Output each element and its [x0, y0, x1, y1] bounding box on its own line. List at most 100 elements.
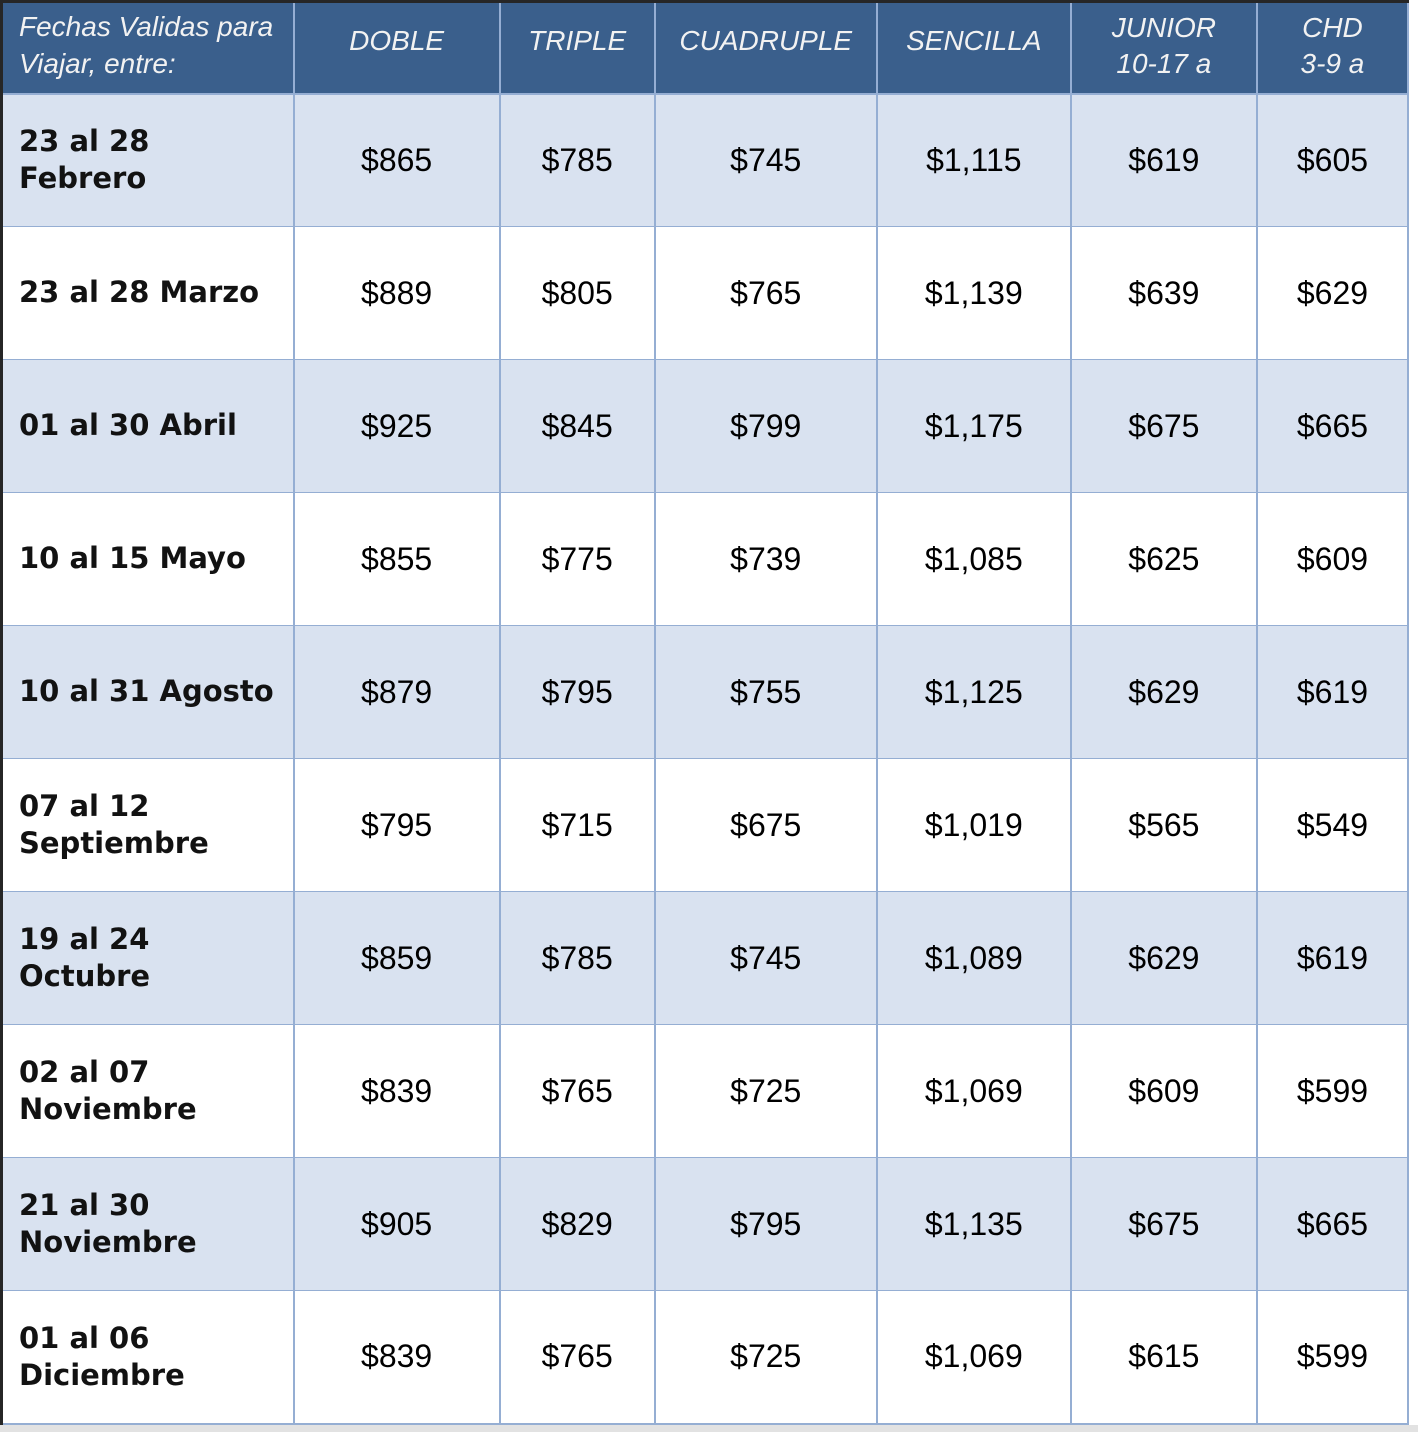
date-range-cell: 23 al 28 Febrero [1, 93, 295, 227]
price-table-body: 23 al 28 Febrero $865 $785 $745 $1,115 $… [1, 93, 1410, 1425]
header-label-triple: TRIPLE [528, 25, 627, 56]
table-row: 01 al 30 Abril $925 $845 $799 $1,175 $67… [1, 359, 1410, 493]
header-label-chd: CHD [1302, 12, 1363, 43]
price-cell-doble: $879 [292, 625, 501, 759]
table-row: 23 al 28 Marzo $889 $805 $765 $1,139 $63… [1, 226, 1410, 360]
price-cell-doble: $865 [292, 93, 501, 227]
date-range-cell: 01 al 06 Diciembre [1, 1290, 295, 1425]
price-cell-cuadruple: $725 [653, 1024, 878, 1158]
price-cell-triple: $785 [498, 93, 656, 227]
price-cell-doble: $839 [292, 1290, 501, 1425]
price-cell-sencilla: $1,135 [875, 1157, 1072, 1291]
price-cell-junior: $629 [1069, 891, 1258, 1025]
header-row: Fechas Validas para Viajar, entre: DOBLE… [1, 1, 1410, 95]
price-cell-sencilla: $1,019 [875, 758, 1072, 892]
price-cell-chd: $665 [1255, 359, 1410, 493]
price-cell-sencilla: $1,069 [875, 1290, 1072, 1425]
price-cell-junior: $615 [1069, 1290, 1258, 1425]
price-cell-junior: $565 [1069, 758, 1258, 892]
header-col-doble: DOBLE [292, 1, 501, 95]
price-cell-cuadruple: $765 [653, 226, 878, 360]
price-cell-cuadruple: $795 [653, 1157, 878, 1291]
price-cell-doble: $925 [292, 359, 501, 493]
price-cell-junior: $609 [1069, 1024, 1258, 1158]
price-cell-chd: $619 [1255, 891, 1410, 1025]
price-cell-cuadruple: $675 [653, 758, 878, 892]
price-cell-cuadruple: $799 [653, 359, 878, 493]
date-range-cell: 10 al 15 Mayo [1, 492, 295, 626]
price-cell-triple: $775 [498, 492, 656, 626]
price-cell-chd: $609 [1255, 492, 1410, 626]
price-cell-chd: $549 [1255, 758, 1410, 892]
header-label-cuadruple: CUADRUPLE [679, 25, 853, 56]
price-cell-cuadruple: $725 [653, 1290, 878, 1425]
table-row: 10 al 31 Agosto $879 $795 $755 $1,125 $6… [1, 625, 1410, 759]
price-cell-sencilla: $1,139 [875, 226, 1072, 360]
date-range-cell: 19 al 24 Octubre [1, 891, 295, 1025]
price-cell-sencilla: $1,069 [875, 1024, 1072, 1158]
price-cell-doble: $859 [292, 891, 501, 1025]
price-cell-triple: $805 [498, 226, 656, 360]
price-cell-chd: $599 [1255, 1024, 1410, 1158]
price-cell-sencilla: $1,125 [875, 625, 1072, 759]
price-cell-sencilla: $1,089 [875, 891, 1072, 1025]
price-cell-doble: $889 [292, 226, 501, 360]
price-cell-junior: $675 [1069, 359, 1258, 493]
price-cell-triple: $715 [498, 758, 656, 892]
price-cell-sencilla: $1,085 [875, 492, 1072, 626]
price-cell-junior: $619 [1069, 93, 1258, 227]
header-label-sencilla: SENCILLA [906, 25, 1042, 56]
table-row: 02 al 07 Noviembre $839 $765 $725 $1,069… [1, 1024, 1410, 1158]
price-cell-sencilla: $1,175 [875, 359, 1072, 493]
price-cell-cuadruple: $739 [653, 492, 878, 626]
date-range-cell: 21 al 30 Noviembre [1, 1157, 295, 1291]
date-range-cell: 01 al 30 Abril [1, 359, 295, 493]
price-cell-chd: $629 [1255, 226, 1410, 360]
header-label-doble: DOBLE [349, 25, 445, 56]
table-row: 07 al 12 Septiembre $795 $715 $675 $1,01… [1, 758, 1410, 892]
price-cell-doble: $795 [292, 758, 501, 892]
price-cell-junior: $629 [1069, 625, 1258, 759]
price-cell-triple: $845 [498, 359, 656, 493]
date-range-cell: 07 al 12 Septiembre [1, 758, 295, 892]
price-cell-triple: $765 [498, 1290, 656, 1425]
price-cell-cuadruple: $745 [653, 891, 878, 1025]
table-row: 01 al 06 Diciembre $839 $765 $725 $1,069… [1, 1290, 1410, 1425]
price-cell-junior: $639 [1069, 226, 1258, 360]
price-cell-chd: $619 [1255, 625, 1410, 759]
bottom-strip [0, 1424, 1418, 1432]
price-cell-junior: $675 [1069, 1157, 1258, 1291]
header-col-junior: JUNIOR 10-17 a [1069, 1, 1258, 95]
header-col-chd: CHD 3-9 a [1255, 1, 1410, 95]
header-col-triple: TRIPLE [498, 1, 656, 95]
header-date-column-label: Fechas Validas para Viajar, entre: [1, 1, 295, 95]
price-cell-doble: $855 [292, 492, 501, 626]
price-cell-sencilla: $1,115 [875, 93, 1072, 227]
table-row: 10 al 15 Mayo $855 $775 $739 $1,085 $625… [1, 492, 1410, 626]
price-cell-chd: $605 [1255, 93, 1410, 227]
price-cell-triple: $785 [498, 891, 656, 1025]
table-row: 23 al 28 Febrero $865 $785 $745 $1,115 $… [1, 93, 1410, 227]
table-row: 19 al 24 Octubre $859 $785 $745 $1,089 $… [1, 891, 1410, 1025]
date-range-cell: 23 al 28 Marzo [1, 226, 295, 360]
date-range-cell: 02 al 07 Noviembre [1, 1024, 295, 1158]
header-col-sencilla: SENCILLA [875, 1, 1072, 95]
price-cell-triple: $829 [498, 1157, 656, 1291]
price-cell-junior: $625 [1069, 492, 1258, 626]
header-sublabel-junior: 10-17 a [1116, 48, 1212, 80]
price-cell-chd: $665 [1255, 1157, 1410, 1291]
price-cell-chd: $599 [1255, 1290, 1410, 1425]
header-col-cuadruple: CUADRUPLE [653, 1, 878, 95]
table-row: 21 al 30 Noviembre $905 $829 $795 $1,135… [1, 1157, 1410, 1291]
date-range-cell: 10 al 31 Agosto [1, 625, 295, 759]
price-cell-doble: $905 [292, 1157, 501, 1291]
price-cell-doble: $839 [292, 1024, 501, 1158]
price-cell-cuadruple: $755 [653, 625, 878, 759]
header-sublabel-chd: 3-9 a [1300, 48, 1365, 80]
price-cell-triple: $795 [498, 625, 656, 759]
header-label-junior: JUNIOR [1111, 12, 1216, 43]
price-cell-triple: $765 [498, 1024, 656, 1158]
price-cell-cuadruple: $745 [653, 93, 878, 227]
